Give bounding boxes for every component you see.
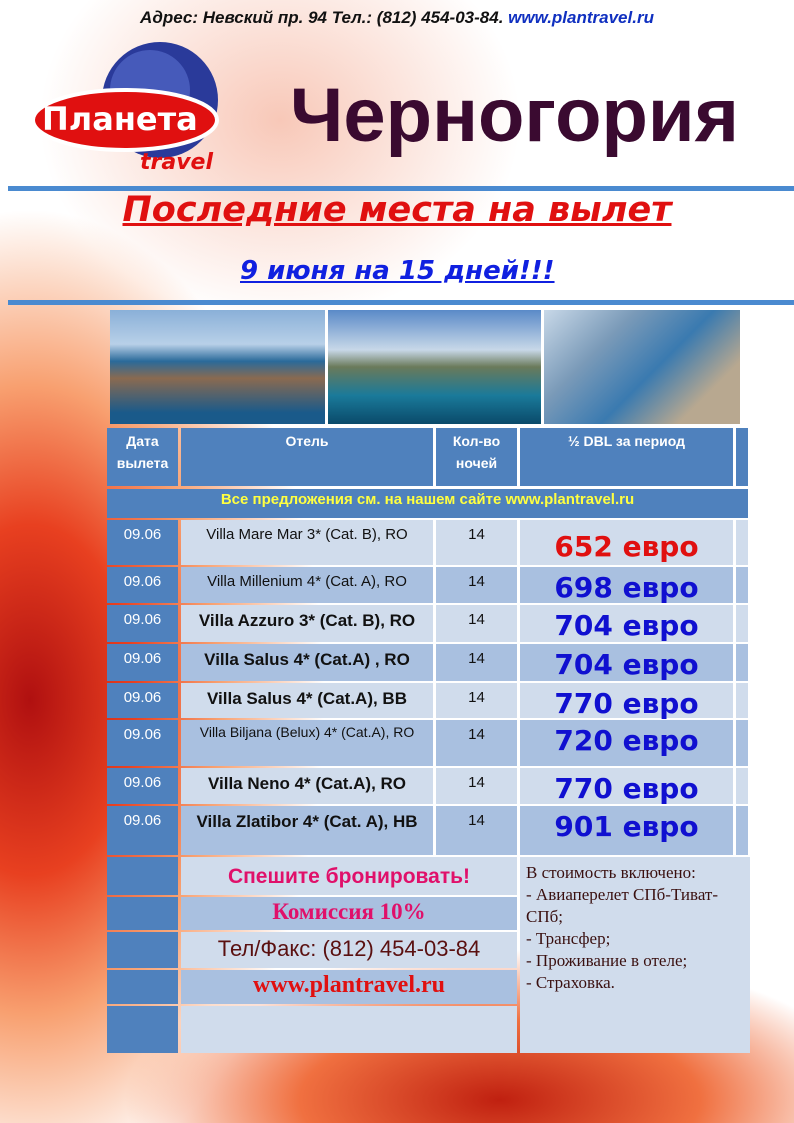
row-date: 09.06 [107, 520, 178, 565]
row-hotel: Villa Neno 4* (Cat.A), RO [181, 768, 433, 804]
photo-bay [544, 310, 740, 424]
row-nights: 14 [436, 605, 517, 642]
included-item: - Авиаперелет СПб-Тиват-СПб; [526, 885, 719, 926]
row-date: 09.06 [107, 567, 178, 603]
dates-text: 9 июня на 15 дней!!! [240, 256, 555, 286]
row-extra [736, 567, 748, 603]
address-line: Адрес: Невский пр. 94 Тел.: (812) 454-03… [0, 8, 794, 28]
footer-side-cell [107, 970, 178, 1004]
row-nights: 14 [436, 644, 517, 681]
included-item: - Трансфер; [526, 929, 611, 948]
divider [8, 300, 794, 305]
divider [8, 186, 794, 191]
row-date: 09.06 [107, 683, 178, 718]
row-nights: 14 [436, 720, 517, 766]
row-hotel: Villa Mare Mar 3* (Cat. B), RO [181, 520, 433, 565]
row-nights: 14 [436, 683, 517, 718]
row-extra [736, 720, 748, 766]
banner-text: Все предложения см. на нашем сайте www.p… [107, 489, 748, 518]
photo-sveti-stefan [110, 310, 325, 424]
row-price: 770 евро [520, 768, 733, 805]
footer-empty [181, 1006, 517, 1053]
page-title: Черногория [290, 73, 739, 158]
row-price: 698 евро [520, 567, 733, 604]
row-price: 720 евро [520, 720, 733, 766]
footer-website: www.plantravel.ru [181, 970, 517, 1004]
row-hotel: Villa Azzuro 3* (Cat. B), RO [181, 605, 433, 642]
row-hotel: Villa Zlatibor 4* (Cat. A), HB [181, 806, 433, 855]
footer-side-cell [107, 932, 178, 968]
address-text: Адрес: Невский пр. 94 Тел.: (812) 454-03… [140, 8, 504, 27]
logo-subtext: travel [140, 150, 214, 175]
row-date: 09.06 [107, 768, 178, 804]
row-price: 704 евро [520, 605, 733, 642]
row-extra [736, 683, 748, 718]
row-date: 09.06 [107, 644, 178, 681]
row-nights: 14 [436, 768, 517, 804]
included-box: В стоимость включено: - Авиаперелет СПб-Т… [520, 857, 750, 1053]
row-extra [736, 520, 748, 565]
row-price: 901 евро [520, 806, 733, 855]
row-price: 652 евро [520, 520, 733, 565]
commission-text: Комиссия 10% [181, 897, 517, 930]
subtitle: Последние места на вылет [122, 190, 672, 230]
row-extra [736, 644, 748, 681]
footer-side-cell [107, 857, 178, 895]
header-hotel: Отель [181, 428, 433, 486]
included-title: В стоимость включено: [526, 863, 696, 882]
footer-side-cell [107, 1006, 178, 1053]
row-nights: 14 [436, 806, 517, 855]
header-price: ½ DBL за период [520, 428, 733, 486]
header-extra [736, 428, 748, 486]
row-date: 09.06 [107, 720, 178, 766]
header-nights: Кол-во ночей [436, 428, 517, 486]
footer-side-cell [107, 897, 178, 930]
logo-text: Планета [42, 100, 198, 138]
row-hotel: Villa Salus 4* (Cat.A), BB [181, 683, 433, 718]
logo: Планета travel [30, 30, 230, 180]
row-extra [736, 806, 748, 855]
row-nights: 14 [436, 567, 517, 603]
row-hotel: Villa Millenium 4* (Cat. A), RO [181, 567, 433, 603]
row-extra [736, 768, 748, 804]
header-date: Дата вылета [107, 428, 178, 486]
row-price: 704 евро [520, 644, 733, 681]
website-link[interactable]: www.plantravel.ru [508, 8, 654, 27]
row-hotel: Villa Biljana (Belux) 4* (Cat.A), RO [181, 720, 433, 766]
row-date: 09.06 [107, 806, 178, 855]
included-item: - Страховка. [526, 973, 615, 992]
photo-coast [328, 310, 541, 424]
row-hotel: Villa Salus 4* (Cat.A) , RO [181, 644, 433, 681]
row-date: 09.06 [107, 605, 178, 642]
hurry-text: Спешите бронировать! [181, 857, 517, 895]
phone-text: Тел/Факс: (812) 454-03-84 [181, 932, 517, 968]
row-nights: 14 [436, 520, 517, 565]
row-extra [736, 605, 748, 642]
row-price: 770 евро [520, 683, 733, 720]
included-item: - Проживание в отеле; [526, 951, 688, 970]
